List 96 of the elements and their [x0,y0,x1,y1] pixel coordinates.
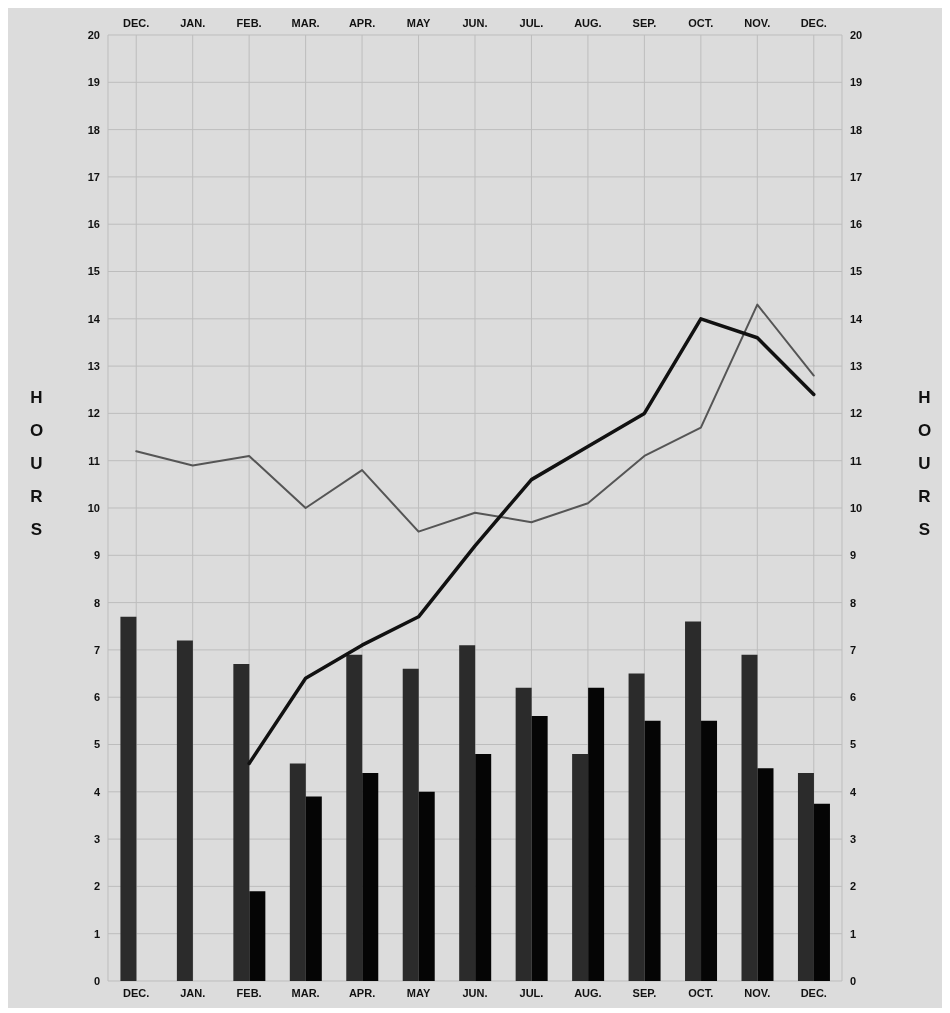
line-series [135,303,815,533]
x-tick-label: DEC. [123,986,150,999]
bar [233,664,250,981]
y-tick-label: 18 [87,123,100,136]
y2-tick-label: 12 [850,407,863,420]
y2-tick-label: 11 [850,454,862,467]
y-tick-label: 16 [87,218,100,231]
y2-tick-label: 0 [850,974,857,987]
y-tick-label: 20 [87,28,100,41]
x-tick-label: OCT. [688,986,714,999]
category-label: MAY [406,17,431,29]
category-label: SEP. [632,17,657,29]
category-label: JUL. [519,17,544,29]
y-tick-label: 11 [88,454,100,467]
y2-tick-label: 4 [850,785,857,798]
y2-tick-label: 20 [850,28,863,41]
bar [305,796,322,981]
y2-tick-label: 1 [850,927,857,940]
y-tick-label: 0 [93,974,100,987]
y2-tick-label: 2 [850,880,857,893]
y2-tick-label: 15 [850,265,863,278]
category-label: AUG. [574,17,602,29]
category-label: APR. [348,17,376,29]
y-tick-label: 3 [93,833,100,846]
y-tick-label: 6 [93,691,100,704]
y2-tick-label: 18 [850,123,863,136]
y2-tick-label: 10 [850,501,863,514]
bar [362,772,379,981]
bar [757,768,774,981]
y2-tick-label: 19 [850,76,863,89]
bar [628,673,645,981]
bar [289,763,306,981]
y2-tick-label: 6 [850,691,857,704]
y-tick-label: 9 [93,549,100,562]
y-tick-label: 12 [87,407,100,420]
y2-tick-label: 5 [850,738,857,751]
y-tick-label: 7 [93,643,100,656]
y-tick-label: 19 [87,76,100,89]
bar [515,687,532,981]
bar [475,753,492,981]
y2-axis-title: HOURS [914,388,934,553]
bar [685,621,702,981]
bar [572,753,589,981]
x-tick-label: APR. [348,986,376,999]
x-tick-label: DEC. [800,986,827,999]
category-label: MAR. [291,17,320,29]
y-axis-title: HOURS [26,388,46,553]
x-tick-label: MAR. [291,986,320,999]
x-tick-label: JUL. [519,986,544,999]
y2-tick-label: 7 [850,643,857,656]
y-tick-label: 17 [87,170,100,183]
bar [120,616,137,981]
y-tick-label: 14 [87,312,101,325]
line-series [247,317,816,766]
bar [346,654,363,981]
x-tick-label: MAY [406,986,431,999]
bar [459,645,476,981]
bar [813,803,830,981]
y2-tick-label: 3 [850,833,857,846]
category-label: JUN. [462,17,488,29]
y-tick-label: 5 [93,738,100,751]
x-tick-label: NOV. [744,986,771,999]
x-tick-label: JUN. [462,986,488,999]
y-tick-label: 15 [87,265,100,278]
bar [402,668,419,981]
bar [701,720,718,981]
y2-tick-label: 16 [850,218,863,231]
y-tick-label: 2 [93,880,100,893]
bar [531,716,548,981]
bar [741,654,758,981]
bar [176,640,193,981]
x-tick-label: FEB. [236,986,262,999]
x-tick-label: AUG. [574,986,602,999]
y2-tick-label: 17 [850,170,863,183]
bar [644,720,661,981]
y2-tick-label: 8 [850,596,857,609]
x-tick-label: JAN. [180,986,206,999]
category-label: NOV. [744,17,771,29]
bar [249,891,266,981]
category-label: OCT. [688,17,714,29]
y2-tick-label: 9 [850,549,857,562]
y-tick-label: 4 [93,785,101,798]
y-tick-label: 13 [87,360,100,373]
bar [797,772,814,981]
category-label: JAN. [180,17,206,29]
y-tick-label: 1 [93,927,100,940]
x-tick-label: SEP. [632,986,657,999]
y-tick-label: 8 [93,596,100,609]
bar [588,687,605,981]
bar [418,791,435,981]
y2-tick-label: 14 [850,312,864,325]
category-label: FEB. [236,17,262,29]
y2-tick-label: 13 [850,360,863,373]
category-label: DEC. [800,17,827,29]
category-label: DEC. [123,17,150,29]
y-tick-label: 10 [87,501,100,514]
